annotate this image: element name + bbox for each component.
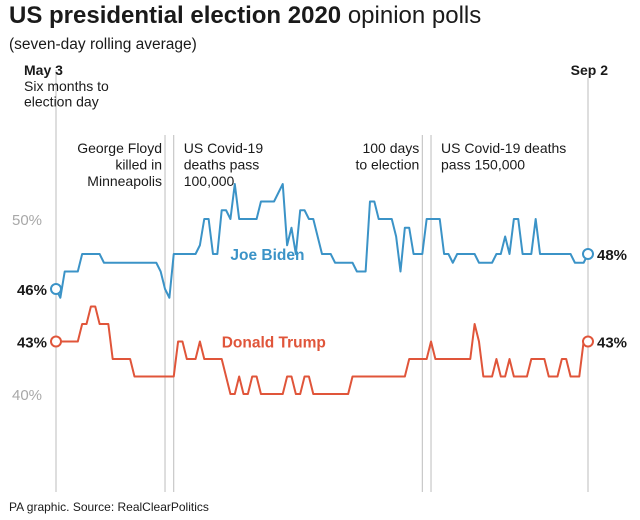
- start-date-sublabel-0: Six months to: [24, 78, 109, 94]
- start-date-sublabel-1: election day: [24, 94, 99, 110]
- end-date-label: Sep 2: [571, 62, 609, 78]
- y-tick-label-0: 50%: [12, 212, 42, 229]
- y-tick-label-1: 40%: [12, 387, 42, 404]
- biden-series-name: Joe Biden: [230, 247, 304, 264]
- annotation-text-0-1: killed in: [115, 157, 162, 173]
- chart-title: US presidential election 2020 opinion po…: [9, 2, 481, 30]
- biden-start-marker: [50, 283, 62, 295]
- trump-start-marker: [50, 335, 62, 348]
- trump-start-value: 43%: [17, 335, 47, 352]
- source-credit: PA graphic. Source: RealClearPolitics: [9, 500, 209, 514]
- trump-end-marker: [582, 335, 594, 348]
- trump-series-name: Donald Trump: [222, 335, 326, 352]
- annotation-text-0-0: George Floyd: [77, 140, 162, 156]
- biden-end-marker: [582, 248, 594, 260]
- chart-title-bold: US presidential election 2020: [9, 2, 342, 29]
- biden-start-value: 46%: [17, 282, 47, 299]
- annotation-text-1-1: deaths pass: [184, 157, 260, 173]
- chart-title-rest: opinion polls: [347, 2, 482, 29]
- annotation-text-2-0: 100 days: [362, 140, 419, 156]
- annotation-text-3-0: US Covid-19 deaths: [441, 140, 566, 156]
- annotation-text-0-2: Minneapolis: [87, 173, 162, 189]
- trump-series-line: [56, 305, 588, 395]
- trump-end-value: 43%: [597, 335, 627, 352]
- annotation-text-3-1: pass 150,000: [441, 157, 525, 173]
- annotation-text-1-0: US Covid-19: [184, 140, 264, 156]
- chart-subtitle: (seven-day rolling average): [9, 36, 197, 53]
- biden-end-value: 48%: [597, 247, 627, 264]
- start-date-label: May 3: [24, 62, 63, 78]
- annotation-text-2-1: to election: [355, 157, 419, 173]
- annotation-text-1-2: 100,000: [184, 173, 235, 189]
- biden-series-line: [55, 183, 589, 299]
